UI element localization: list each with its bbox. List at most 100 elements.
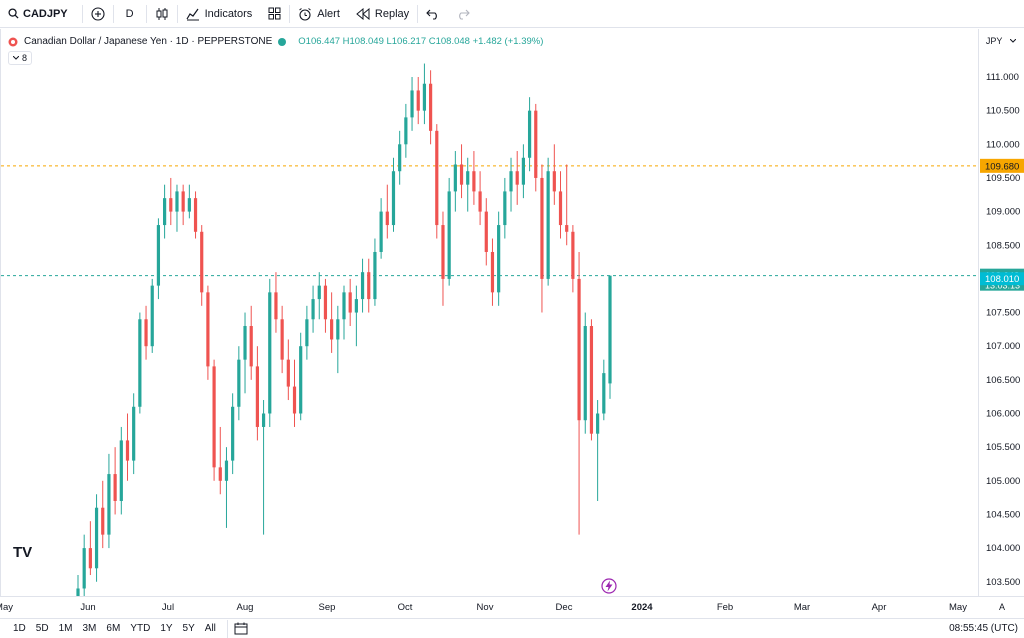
candle [76,575,80,596]
range-button-ytd[interactable]: YTD [130,623,151,634]
candle-body [175,191,179,212]
candle [558,171,563,239]
divider [112,4,114,23]
symbol-search[interactable]: CADJPY [0,0,82,28]
auto-scale-button[interactable]: A [999,602,1005,612]
candle [187,184,191,219]
candle [534,103,538,192]
calendar-icon [234,622,248,635]
candle [398,130,402,185]
price-tick-label: 106.000 [986,409,1020,420]
candle [367,258,371,313]
indicators-button[interactable]: Indicators [178,0,261,28]
time-tick-label: Dec [556,602,573,613]
candle [509,157,513,212]
chart-type-button[interactable] [147,0,177,28]
candle-body [596,413,600,434]
range-button-5y[interactable]: 5Y [182,623,195,634]
alert-price-text: 109.680 [985,161,1019,172]
candle-body [206,292,210,367]
candle [596,400,600,501]
candle-body [132,406,136,461]
candle-body [249,326,253,367]
replay-button[interactable]: Replay [348,0,417,28]
compare-button[interactable] [83,0,113,28]
indicators-toggle[interactable]: 8 [8,51,33,65]
range-button-5d[interactable]: 5D [35,623,49,634]
candle-body [243,326,247,360]
candle-body [101,507,105,535]
indicators-label: Indicators [204,7,253,20]
candle [274,272,278,333]
price-tick-label: 110.500 [986,106,1020,117]
candle [249,305,253,380]
candle [478,171,482,226]
candle-body [608,275,612,384]
tradingview-logo[interactable]: TV [13,544,32,561]
layout-button[interactable] [260,0,289,28]
price-tick-label: 105.000 [986,476,1020,487]
series-title: Canadian Dollar / Japanese Yen · 1D · PE… [24,36,273,47]
candle [577,251,581,535]
candle [422,63,427,125]
price-tick-label: 108.500 [986,240,1020,251]
price-axis-scale: 111.000 110.500 110.000 109.500 109.000 108.5… [980,72,1024,588]
candle [125,413,130,481]
candle [255,346,259,441]
range-button-1y[interactable]: 1Y [160,623,173,634]
time-tick-label: Jul [162,602,174,613]
candle-body [472,171,476,192]
candle [360,258,365,313]
candle [552,144,556,205]
candle [515,151,519,205]
candle-body [280,319,284,360]
chart-pane[interactable]: TV [0,29,979,596]
candle [429,70,433,145]
candle [385,184,389,239]
time-tick-label: Mar [794,602,810,613]
candle-body [299,346,303,414]
candle [144,305,148,360]
chart-legend: Canadian Dollar / Japanese Yen · 1D · PE… [8,36,543,47]
range-button-1m[interactable]: 1M [58,623,73,634]
divider [226,619,228,638]
price-chart[interactable]: TV [1,29,979,596]
candle [163,184,167,239]
candle [466,157,470,212]
range-button-1d[interactable]: 1D [13,623,26,634]
candle-body [212,366,216,468]
interval-button[interactable]: D [114,0,146,28]
range-button-6m[interactable]: 6M [106,623,121,634]
candle-body [76,588,80,596]
candle-body [193,198,198,232]
price-axis[interactable]: 111.000 110.500 110.000 109.500 109.000 108.5… [980,29,1024,596]
time-axis[interactable]: May Jun Jul Aug Sep Oct Nov Dec 2024 Feb Mar Apr May… [0,596,1024,616]
candle [391,157,396,232]
lightning-icon[interactable] [601,578,617,594]
currency-selector[interactable]: JPY [982,33,1020,49]
alert-button[interactable]: Alert [290,0,348,28]
goto-date-button[interactable] [234,622,248,635]
candle [435,124,439,239]
redo-button[interactable] [448,0,478,28]
range-button-all[interactable]: All [204,623,216,634]
candle [138,312,142,414]
candle [484,198,488,266]
candle-body [466,171,470,185]
candle-body [385,211,389,226]
interval-label: D [125,7,134,20]
time-tick-label: 2024 [631,602,653,613]
candle-body [404,117,408,145]
candle [299,332,303,421]
candle [200,225,204,306]
candle [82,534,86,596]
candle-body [546,171,550,279]
utc-clock[interactable]: 08:55:45 (UTC) [949,623,1018,634]
candle [280,305,284,374]
undo-button[interactable] [418,0,448,28]
candle [540,164,544,313]
alert-price-label[interactable]: 109.680 [980,158,1024,173]
candle-body [261,413,266,427]
candle [107,453,111,549]
range-button-3m[interactable]: 3M [82,623,97,634]
